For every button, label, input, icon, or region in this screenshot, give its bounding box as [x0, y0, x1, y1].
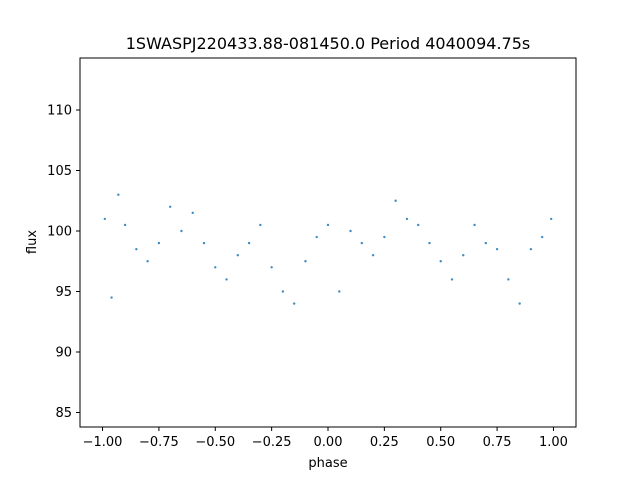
x-tick-label: 0.25 [370, 435, 399, 450]
data-point [550, 217, 553, 221]
data-point [529, 247, 533, 251]
y-axis-label: flux [25, 230, 40, 254]
x-tick-label: −0.75 [139, 435, 179, 450]
data-point [495, 247, 499, 251]
data-point [110, 296, 113, 299]
data-point [326, 223, 330, 227]
data-point [540, 235, 544, 239]
data-point [225, 278, 228, 281]
data-point [202, 241, 206, 245]
data-point [157, 241, 161, 245]
data-point [349, 229, 352, 233]
data-point [450, 278, 454, 281]
data-point [123, 223, 127, 227]
x-tick-label: −1.00 [83, 435, 123, 450]
data-point [518, 302, 521, 305]
data-point [462, 254, 465, 257]
axis-ticks: −1.00 −0.75 −0.50 −0.25 0.00 0.25 0.50 0.75 1.00… [47, 104, 568, 450]
y-tick-label: 100 [47, 225, 72, 240]
data-point [168, 205, 172, 209]
y-tick-label: 95 [55, 285, 72, 300]
data-point [214, 266, 217, 269]
data-point [416, 223, 420, 227]
data-point [473, 223, 476, 227]
x-tick-label: 0.50 [426, 435, 455, 450]
data-point [103, 217, 107, 221]
x-tick-label: 0.00 [314, 435, 343, 450]
data-point [259, 223, 262, 227]
chart-title: 1SWASPJ220433.88-081450.0 Period 4040094… [126, 34, 531, 53]
data-point [117, 193, 120, 196]
y-tick-label: 85 [55, 406, 72, 421]
data-point [439, 260, 442, 263]
data-point [270, 266, 273, 269]
x-tick-label: −0.25 [252, 435, 292, 450]
y-tick-label: 90 [55, 345, 72, 360]
data-points [103, 193, 553, 305]
data-point [292, 302, 296, 305]
data-point [338, 290, 341, 293]
data-point [180, 229, 183, 233]
data-point [315, 235, 318, 239]
data-point [281, 290, 285, 293]
data-point [507, 278, 510, 281]
plot-frame [79, 57, 577, 428]
x-tick-label: 1.00 [539, 435, 568, 450]
x-tick-label: −0.50 [195, 435, 235, 450]
data-point [236, 254, 240, 257]
data-point [360, 241, 364, 245]
x-axis-label: phase [308, 456, 347, 471]
y-tick-label: 105 [47, 164, 72, 179]
data-point [484, 241, 488, 245]
data-point [135, 247, 138, 251]
data-point [146, 260, 149, 263]
data-point [304, 260, 307, 263]
data-point [247, 241, 251, 245]
data-point [191, 211, 194, 215]
data-point [428, 241, 431, 245]
y-tick-label: 110 [47, 104, 72, 119]
data-point [371, 254, 375, 257]
data-point [394, 199, 397, 202]
data-point [405, 217, 409, 221]
data-point [383, 235, 386, 239]
x-tick-label: 0.75 [483, 435, 512, 450]
